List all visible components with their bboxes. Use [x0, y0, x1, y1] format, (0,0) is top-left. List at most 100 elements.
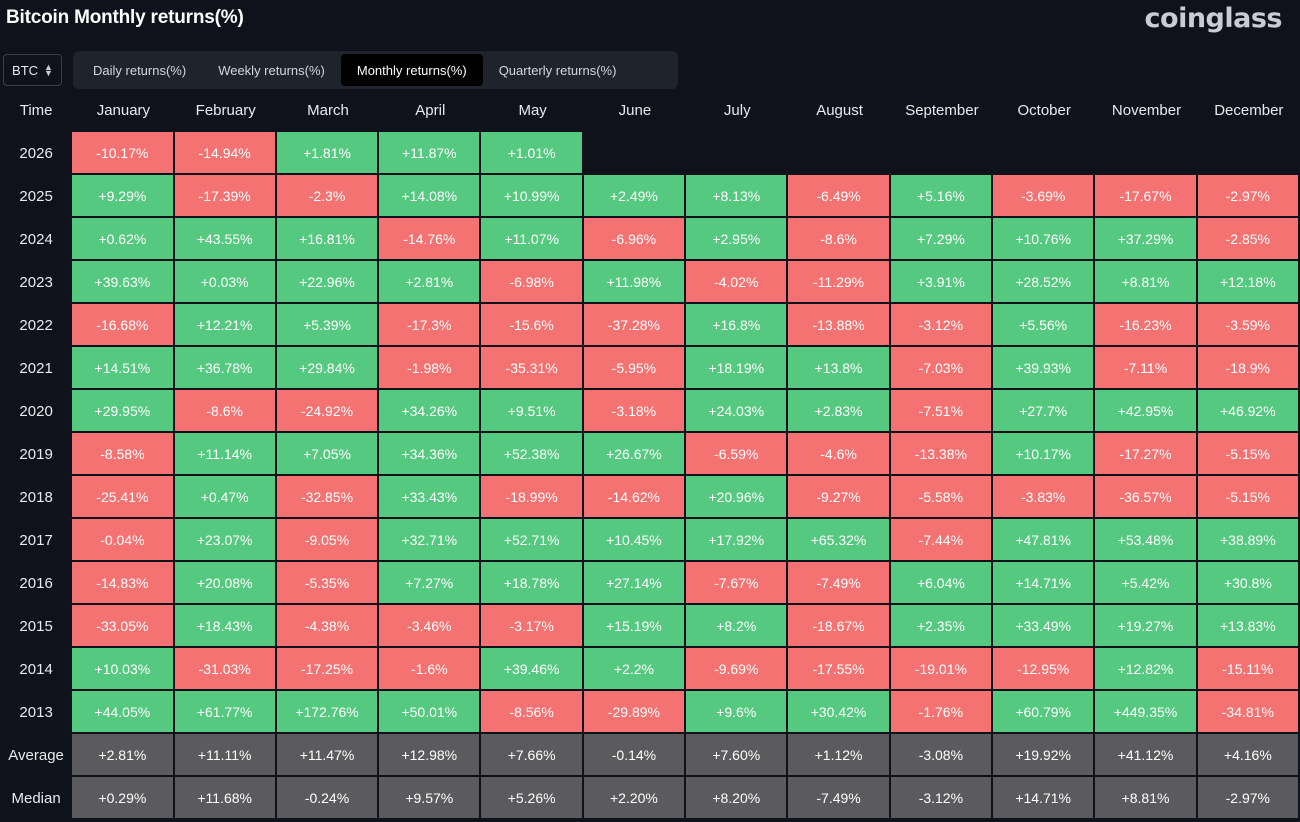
- return-cell: [890, 132, 994, 175]
- return-cell: +15.19%: [583, 605, 687, 648]
- table-row: 2020 +29.95% -8.6% -24.92% +34.26% +9.51% -3.1…: [0, 390, 1300, 433]
- return-cell: -15.6%: [481, 304, 584, 347]
- year-label: 2020: [19, 403, 53, 420]
- return-cell: -9.05%: [276, 519, 380, 562]
- return-cell: -1.6%: [379, 648, 482, 691]
- return-cell: -13.38%: [890, 433, 994, 476]
- return-cell: +47.81%: [993, 519, 1096, 562]
- return-cell: +16.8%: [686, 304, 789, 347]
- return-cell: -6.59%: [686, 433, 789, 476]
- return-cell: -8.58%: [72, 433, 175, 476]
- return-cell: +11.14%: [174, 433, 277, 476]
- page-title: Bitcoin Monthly returns(%): [6, 7, 244, 28]
- return-cell: +65.32%: [788, 519, 891, 562]
- return-cell: +5.39%: [276, 304, 380, 347]
- return-cell: +26.67%: [583, 433, 687, 476]
- stat-cell: +7.66%: [481, 734, 584, 777]
- year-label: 2014: [19, 661, 53, 678]
- column-header-month: November: [1111, 102, 1182, 119]
- return-cell: +39.93%: [993, 347, 1096, 390]
- stat-cell: +11.11%: [174, 734, 277, 777]
- stat-label: Median: [11, 790, 61, 807]
- year-label: 2015: [19, 618, 53, 635]
- column-header-month: February: [195, 102, 256, 119]
- return-cell: -18.67%: [788, 605, 891, 648]
- coin-select[interactable]: BTC ▲ ▼: [3, 54, 62, 86]
- table-body: 2026 -10.17% -14.94% +1.81% +11.87% +1.01% 202…: [0, 132, 1300, 820]
- return-cell: -12.95%: [993, 648, 1096, 691]
- return-cell: +37.29%: [1095, 218, 1198, 261]
- return-cell: +11.87%: [379, 132, 482, 175]
- column-header-month: August: [816, 102, 863, 119]
- return-cell: +5.42%: [1095, 562, 1198, 605]
- table-row: 2016 -14.83% +20.08% -5.35% +7.27% +18.78% +27…: [0, 562, 1300, 605]
- return-cell: +12.18%: [1197, 261, 1300, 304]
- year-label: 2021: [19, 360, 53, 377]
- return-cell: +3.91%: [890, 261, 994, 304]
- return-cell: +449.35%: [1095, 691, 1198, 734]
- return-cell: -17.3%: [379, 304, 482, 347]
- return-cell: +34.26%: [379, 390, 482, 433]
- return-cell: +10.03%: [72, 648, 175, 691]
- column-header-month: May: [518, 102, 547, 119]
- table-row: 2013 +44.05% +61.77% +172.76% +50.01% -8.56% -…: [0, 691, 1300, 734]
- return-cell: +24.03%: [686, 390, 789, 433]
- return-cell: -19.01%: [890, 648, 994, 691]
- return-cell: -1.76%: [890, 691, 994, 734]
- return-cell: -18.99%: [481, 476, 584, 519]
- tab-monthly-returns[interactable]: Monthly returns(%): [340, 54, 483, 86]
- return-cell: -13.88%: [788, 304, 891, 347]
- return-cell: -32.85%: [276, 476, 380, 519]
- return-cell: +34.36%: [379, 433, 482, 476]
- table-row: 2021 +14.51% +36.78% +29.84% -1.98% -35.31% -5…: [0, 347, 1300, 390]
- stat-cell: +0.29%: [72, 777, 175, 820]
- return-cell: -6.96%: [583, 218, 687, 261]
- return-cell: -16.23%: [1095, 304, 1198, 347]
- return-cell: +27.14%: [583, 562, 687, 605]
- return-cell: -33.05%: [72, 605, 175, 648]
- tab-daily-returns[interactable]: Daily returns(%): [93, 62, 187, 78]
- return-cell: +11.98%: [583, 261, 687, 304]
- tab-weekly-returns[interactable]: Weekly returns(%): [218, 62, 325, 78]
- column-header-month: September: [905, 102, 979, 119]
- return-cell: -17.25%: [276, 648, 380, 691]
- return-cell: +9.51%: [481, 390, 584, 433]
- return-cell: +19.27%: [1095, 605, 1198, 648]
- stat-cell: +1.12%: [788, 734, 891, 777]
- year-label: 2022: [19, 317, 53, 334]
- return-cell: -5.15%: [1197, 476, 1300, 519]
- monthly-returns-table: Time January February March April May Ju…: [0, 89, 1300, 820]
- return-cell: +5.16%: [890, 175, 994, 218]
- return-cell: +2.95%: [686, 218, 789, 261]
- table-row: 2017 -0.04% +23.07% -9.05% +32.71% +52.71% +10…: [0, 519, 1300, 562]
- return-cell: +30.8%: [1197, 562, 1300, 605]
- return-cell: -35.31%: [481, 347, 584, 390]
- year-label: 2023: [19, 274, 53, 291]
- column-header-month: January: [96, 102, 151, 119]
- return-cell: +39.63%: [72, 261, 175, 304]
- tab-quarterly-returns[interactable]: Quarterly returns(%): [498, 62, 617, 78]
- return-cell: +50.01%: [379, 691, 482, 734]
- return-cell: +2.49%: [583, 175, 687, 218]
- return-cell: +172.76%: [276, 691, 380, 734]
- return-cell: +53.48%: [1095, 519, 1198, 562]
- return-cell: -17.55%: [788, 648, 891, 691]
- stat-cell: +41.12%: [1095, 734, 1198, 777]
- return-cell: -36.57%: [1095, 476, 1198, 519]
- returns-period-tabs: Daily returns(%) Weekly returns(%) Month…: [73, 51, 678, 89]
- return-cell: +29.84%: [276, 347, 380, 390]
- return-cell: -17.27%: [1095, 433, 1198, 476]
- year-label: 2024: [19, 231, 53, 248]
- year-label: 2013: [19, 704, 53, 721]
- return-cell: +14.71%: [993, 562, 1096, 605]
- return-cell: +10.17%: [993, 433, 1096, 476]
- return-cell: -3.12%: [890, 304, 994, 347]
- return-cell: -8.6%: [788, 218, 891, 261]
- return-cell: -8.56%: [481, 691, 584, 734]
- return-cell: -3.17%: [481, 605, 584, 648]
- stat-cell: +4.16%: [1197, 734, 1300, 777]
- return-cell: +30.42%: [788, 691, 891, 734]
- stat-cell: +2.20%: [583, 777, 687, 820]
- return-cell: -18.9%: [1197, 347, 1300, 390]
- table-row: 2019 -8.58% +11.14% +7.05% +34.36% +52.38% +26…: [0, 433, 1300, 476]
